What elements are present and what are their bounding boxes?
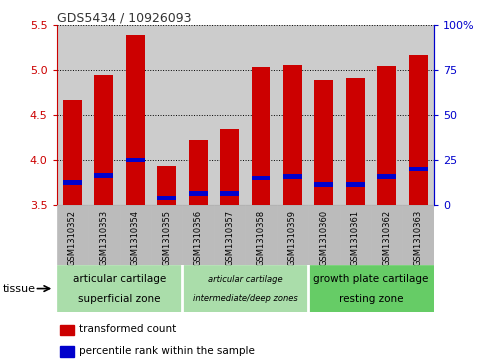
Bar — [251, 67, 270, 205]
Bar — [283, 174, 302, 179]
Text: GDS5434 / 10926093: GDS5434 / 10926093 — [57, 11, 191, 24]
Text: GSM1310354: GSM1310354 — [131, 210, 140, 266]
Bar — [57, 265, 182, 312]
Bar — [377, 66, 396, 205]
Bar — [61, 325, 73, 335]
Bar — [251, 176, 270, 180]
Bar — [182, 205, 214, 265]
Text: tissue: tissue — [2, 284, 35, 294]
Bar — [409, 167, 427, 171]
Bar — [88, 205, 119, 265]
Text: GSM1310355: GSM1310355 — [162, 210, 171, 266]
Bar — [63, 180, 82, 185]
Bar — [346, 78, 365, 205]
Text: GSM1310353: GSM1310353 — [99, 210, 108, 266]
Bar — [220, 191, 239, 196]
Bar — [157, 196, 176, 200]
Text: articular cartilage: articular cartilage — [73, 274, 166, 284]
Text: percentile rank within the sample: percentile rank within the sample — [79, 346, 255, 356]
Bar — [151, 205, 182, 265]
Bar — [245, 205, 277, 265]
Bar — [315, 182, 333, 187]
Bar — [315, 80, 333, 205]
Text: GSM1310360: GSM1310360 — [319, 210, 328, 266]
Bar — [402, 205, 434, 265]
Bar — [214, 205, 246, 265]
Text: GSM1310352: GSM1310352 — [68, 210, 77, 266]
Text: GSM1310358: GSM1310358 — [256, 210, 266, 266]
Bar — [63, 100, 82, 205]
Bar — [94, 75, 113, 205]
Bar — [277, 205, 308, 265]
Text: resting zone: resting zone — [339, 294, 403, 304]
Bar — [220, 129, 239, 205]
Text: GSM1310357: GSM1310357 — [225, 210, 234, 266]
Text: superficial zone: superficial zone — [78, 294, 161, 304]
Bar — [377, 174, 396, 179]
Text: growth plate cartilage: growth plate cartilage — [313, 274, 429, 284]
Bar — [61, 346, 73, 357]
Bar — [189, 191, 208, 196]
Text: intermediate/deep zones: intermediate/deep zones — [193, 294, 298, 303]
Text: GSM1310361: GSM1310361 — [351, 210, 360, 266]
Bar — [409, 55, 427, 205]
Text: GSM1310356: GSM1310356 — [194, 210, 203, 266]
Bar — [126, 35, 145, 205]
Text: articular cartilage: articular cartilage — [208, 275, 282, 284]
Bar — [371, 205, 402, 265]
Bar — [283, 65, 302, 205]
Bar — [157, 167, 176, 205]
Bar — [346, 182, 365, 187]
Text: transformed count: transformed count — [79, 324, 176, 334]
Bar — [119, 205, 151, 265]
Bar — [57, 205, 88, 265]
Bar — [182, 265, 308, 312]
Bar — [189, 140, 208, 205]
Bar — [126, 158, 145, 162]
Text: GSM1310362: GSM1310362 — [382, 210, 391, 266]
Bar — [308, 265, 434, 312]
Bar — [340, 205, 371, 265]
Bar — [308, 205, 340, 265]
Bar — [94, 173, 113, 178]
Text: GSM1310359: GSM1310359 — [288, 210, 297, 266]
Text: GSM1310363: GSM1310363 — [414, 210, 423, 266]
